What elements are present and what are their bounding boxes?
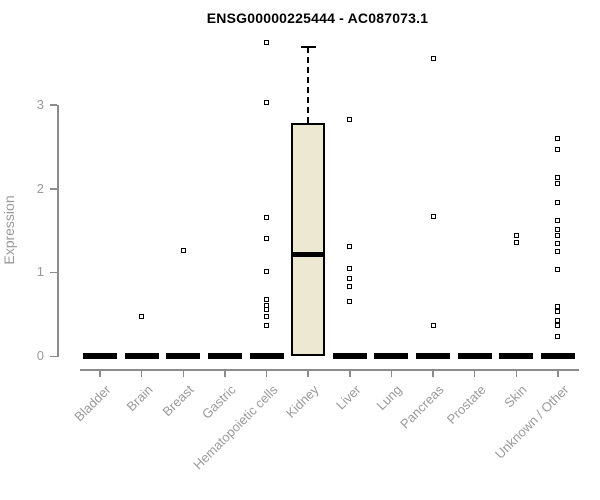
outlier-point <box>264 322 270 328</box>
outlier-point <box>555 135 561 141</box>
collapsed-box <box>457 353 492 359</box>
outlier-point <box>264 268 270 274</box>
collapsed-box <box>249 353 284 359</box>
x-tick <box>182 369 185 377</box>
outlier-point <box>264 314 270 320</box>
chart-title: ENSG00000225444 - AC087073.1 <box>206 10 429 26</box>
x-category-label: Prostate <box>443 382 489 427</box>
x-tick <box>349 369 351 377</box>
outlier-point <box>264 307 270 313</box>
outlier-point <box>513 233 519 238</box>
box <box>291 122 326 356</box>
x-tick <box>265 369 268 377</box>
collapsed-box <box>499 353 534 359</box>
outlier-point <box>430 323 436 329</box>
y-tick <box>50 355 57 357</box>
collapsed-box <box>374 353 409 359</box>
outlier-point <box>555 317 561 323</box>
collapsed-box <box>207 353 242 359</box>
outlier-point <box>347 265 353 271</box>
x-tick <box>432 369 434 377</box>
outlier-point <box>555 334 561 340</box>
y-axis <box>57 104 59 358</box>
outlier-point <box>347 275 353 281</box>
y-tick <box>50 271 57 274</box>
outlier-point <box>555 199 561 205</box>
x-tick <box>307 369 309 377</box>
outlier-point <box>513 239 519 245</box>
x-category-label: Skin <box>501 382 530 411</box>
x-category-label: Liver <box>332 382 364 413</box>
outlier-point <box>264 99 270 105</box>
x-category-label: Unknown / Other <box>492 382 572 462</box>
median-line <box>291 252 326 258</box>
x-category-label: Pancreas <box>397 382 447 432</box>
x-tick <box>473 369 476 377</box>
x-category-label: Lung <box>373 382 406 414</box>
y-tick-label: 2 <box>36 180 44 196</box>
outlier-point <box>347 299 353 305</box>
x-tick <box>140 369 143 377</box>
x-category-label: Gastric <box>198 382 239 422</box>
outlier-point <box>264 236 270 242</box>
collapsed-box <box>124 353 159 359</box>
outlier-point <box>555 181 561 187</box>
outlier-point <box>555 227 561 233</box>
collapsed-box <box>166 353 201 359</box>
whisker-line <box>307 47 310 123</box>
outlier-point <box>347 116 353 122</box>
collapsed-box <box>540 353 575 359</box>
outlier-point <box>430 55 436 61</box>
outlier-point <box>555 322 561 328</box>
x-category-label: Kidney <box>283 382 322 421</box>
x-category-label: Bladder <box>71 382 114 425</box>
outlier-point <box>555 267 561 273</box>
x-tick <box>99 369 101 377</box>
collapsed-box <box>416 353 451 359</box>
x-tick <box>557 369 559 377</box>
x-category-label: Breast <box>159 382 197 420</box>
outlier-point <box>555 309 561 315</box>
outlier-point <box>555 233 561 238</box>
x-tick <box>224 369 226 377</box>
outlier-point <box>264 39 270 45</box>
y-tick <box>50 104 57 106</box>
outlier-point <box>555 304 561 310</box>
x-tick <box>515 369 518 377</box>
outlier-point <box>555 175 561 181</box>
outlier-point <box>347 243 353 249</box>
outlier-point <box>555 146 561 152</box>
outlier-point <box>430 213 436 219</box>
outlier-point <box>347 284 353 290</box>
collapsed-box <box>83 353 117 359</box>
y-tick-label: 3 <box>36 96 44 112</box>
outlier-point <box>264 296 270 302</box>
y-axis-label: Expression <box>1 195 17 265</box>
y-tick <box>50 188 57 190</box>
outlier-point <box>555 241 561 247</box>
x-category-label: Brain <box>123 382 156 415</box>
x-tick <box>390 369 393 377</box>
y-tick-label: 0 <box>36 348 44 363</box>
collapsed-box <box>332 353 367 359</box>
outlier-point <box>264 214 270 220</box>
outlier-point <box>180 248 186 254</box>
outlier-point <box>555 217 561 223</box>
outlier-point <box>139 314 145 320</box>
x-axis <box>80 369 579 371</box>
outlier-point <box>555 248 561 254</box>
y-tick-label: 1 <box>36 264 44 280</box>
